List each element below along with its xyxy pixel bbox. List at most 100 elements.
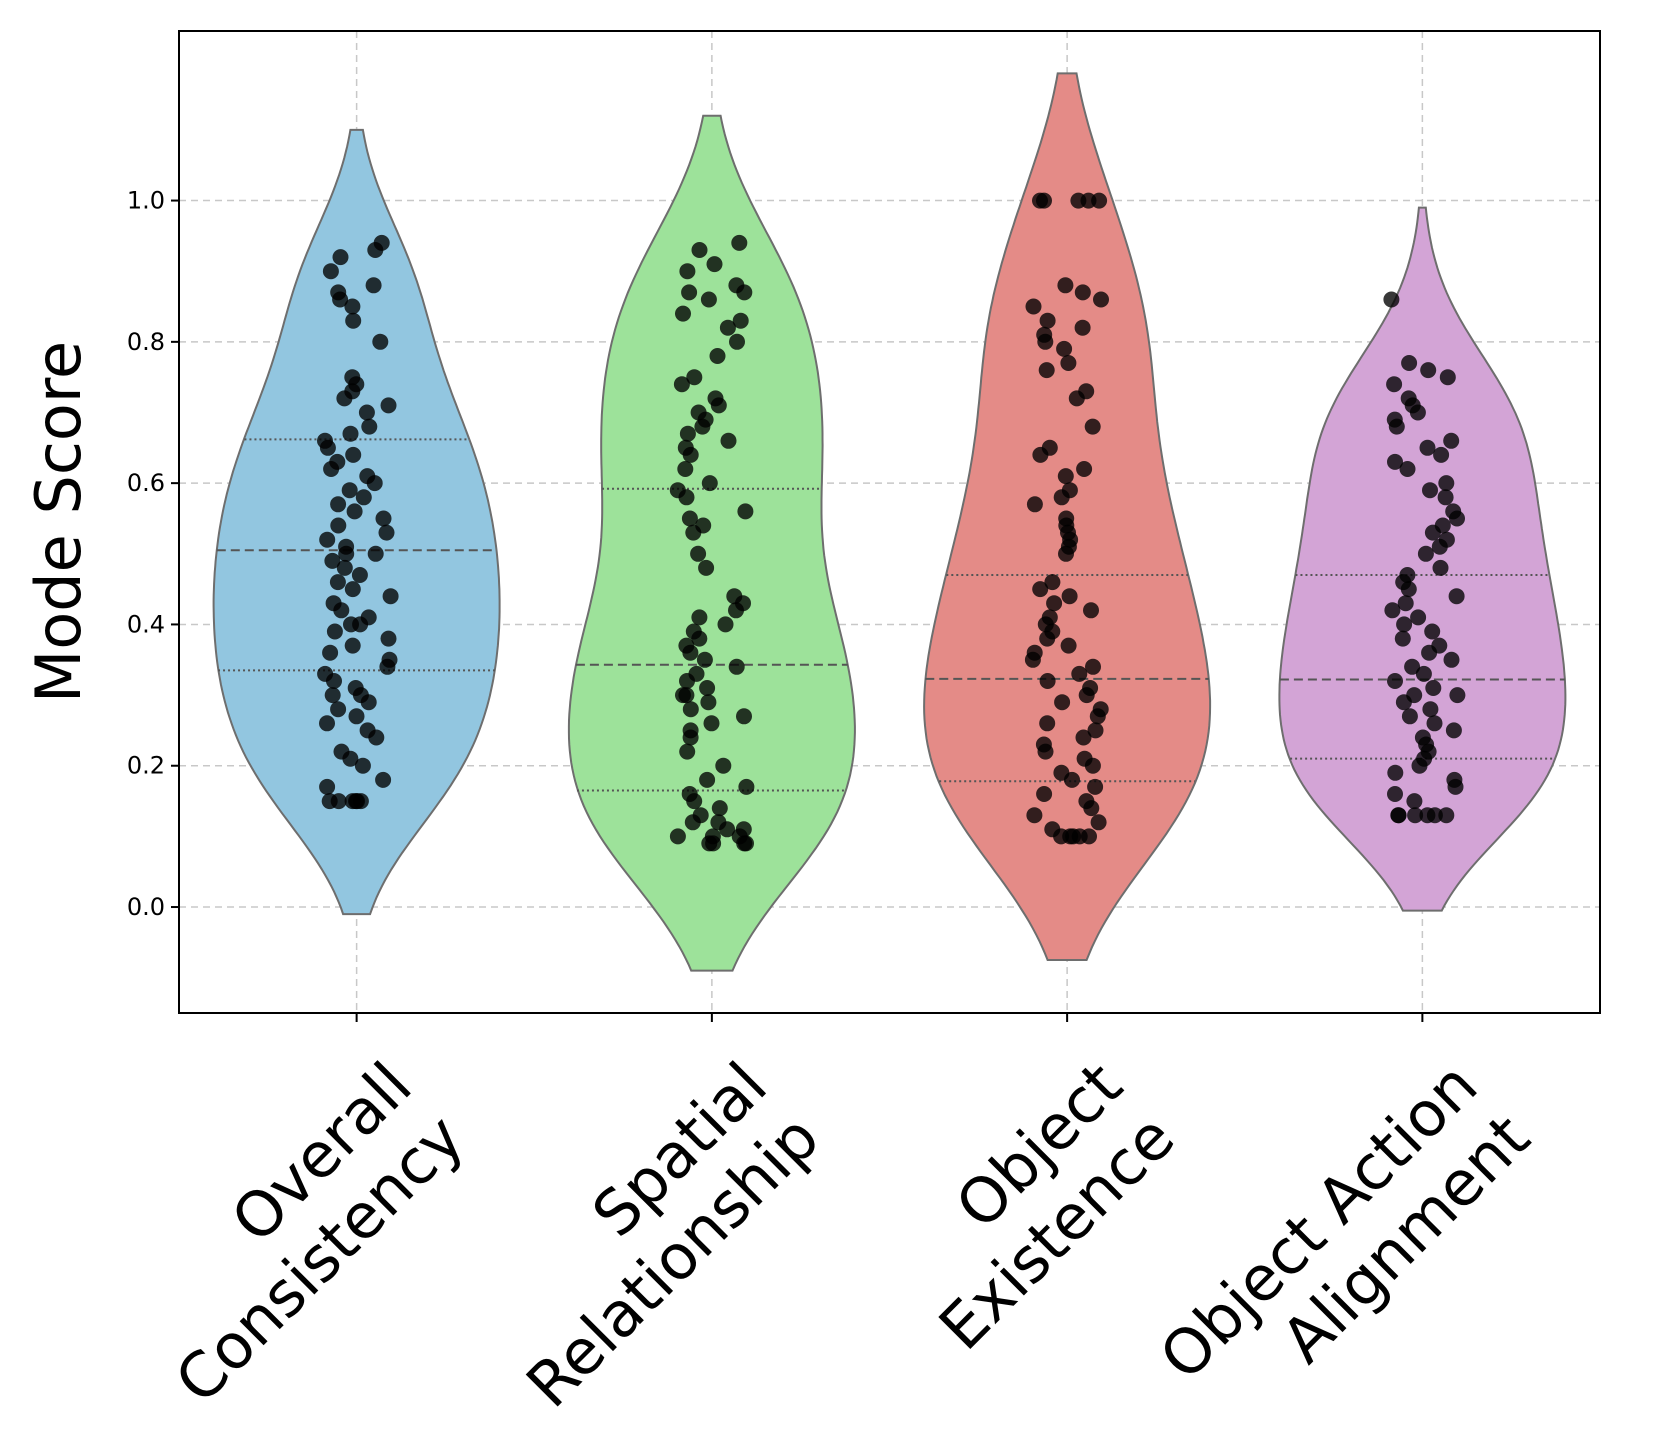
data-point <box>732 312 749 329</box>
data-point <box>375 771 392 788</box>
data-point <box>710 814 727 831</box>
data-point <box>349 793 366 810</box>
data-point <box>359 722 376 739</box>
data-point <box>711 800 728 817</box>
data-point <box>1424 623 1441 640</box>
data-point <box>1387 453 1403 470</box>
data-point <box>1417 545 1434 562</box>
data-point <box>382 588 399 605</box>
data-point <box>691 609 708 626</box>
data-point <box>358 404 375 421</box>
data-point <box>681 284 698 301</box>
data-point <box>678 637 695 654</box>
data-point <box>1401 708 1418 725</box>
data-point <box>330 517 347 534</box>
data-point <box>324 687 341 704</box>
data-point <box>1074 319 1091 336</box>
data-point <box>677 461 694 477</box>
data-point <box>679 425 696 442</box>
data-point <box>1057 277 1074 294</box>
data-point <box>317 665 334 682</box>
data-point <box>348 708 365 725</box>
data-point <box>1092 701 1109 718</box>
data-point <box>1041 609 1058 626</box>
data-point <box>1390 807 1407 824</box>
data-point <box>688 665 705 682</box>
data-point <box>681 786 698 802</box>
data-point <box>1036 786 1053 802</box>
data-point <box>1401 355 1418 371</box>
data-point <box>669 482 686 499</box>
data-point <box>1075 729 1092 746</box>
data-point <box>698 559 715 576</box>
data-point <box>1419 439 1436 456</box>
data-point <box>726 588 743 605</box>
data-point <box>319 778 336 795</box>
data-point <box>1026 644 1043 661</box>
data-point <box>319 715 335 732</box>
data-point <box>1071 665 1088 682</box>
data-point <box>1387 673 1403 689</box>
data-point <box>1061 482 1078 499</box>
data-point <box>675 687 691 704</box>
data-point <box>729 333 745 350</box>
point-layer <box>317 192 1466 852</box>
data-point <box>1397 595 1414 612</box>
data-point <box>341 482 358 499</box>
data-point <box>317 432 333 449</box>
x-category-label: SpatialRelationship <box>460 1048 833 1421</box>
data-point <box>333 743 350 760</box>
data-point <box>1387 764 1404 781</box>
data-point <box>1032 581 1049 598</box>
data-point <box>1404 658 1421 675</box>
data-point <box>1437 489 1454 506</box>
data-point <box>344 581 361 598</box>
y-axis-label: Mode Score <box>22 341 95 703</box>
data-point <box>361 418 378 435</box>
data-point <box>367 545 384 562</box>
data-point <box>709 348 726 364</box>
data-point <box>679 263 696 280</box>
data-point <box>700 694 717 711</box>
tick-layer: 0.0 0.2 0.4 0.6 0.8 1.0 <box>127 187 1424 1022</box>
data-point <box>336 559 353 576</box>
data-point <box>1026 807 1043 824</box>
data-point <box>685 623 702 640</box>
data-point <box>360 609 377 626</box>
data-point <box>1046 595 1063 612</box>
data-point <box>1087 778 1104 795</box>
data-point <box>329 453 346 470</box>
x-category-label: ObjectExistence <box>873 1048 1189 1364</box>
data-point <box>1076 461 1093 477</box>
data-point <box>720 432 737 449</box>
data-point <box>1445 722 1462 739</box>
data-point <box>736 708 752 725</box>
data-point <box>375 510 392 527</box>
data-point <box>1433 446 1450 463</box>
data-point <box>345 446 362 463</box>
data-point <box>1438 807 1455 824</box>
data-point <box>1414 729 1431 746</box>
data-point <box>1386 376 1403 393</box>
data-point <box>329 574 346 591</box>
data-point <box>324 552 341 569</box>
data-point <box>1415 665 1432 682</box>
data-point <box>330 284 347 301</box>
data-point <box>673 376 690 393</box>
data-point <box>344 369 361 386</box>
violin-body <box>567 114 856 972</box>
category-label-layer: OverallConsistency SpatialRelationship Obj… <box>161 1048 1543 1421</box>
data-point <box>1085 658 1101 675</box>
data-point <box>332 249 349 266</box>
data-point <box>380 630 397 647</box>
data-point <box>1422 482 1438 499</box>
data-point <box>731 234 748 251</box>
data-point <box>1426 807 1443 824</box>
data-point <box>1065 828 1082 845</box>
y-tick-label: 0.2 <box>127 752 165 780</box>
data-point <box>1384 602 1401 619</box>
data-point <box>355 489 372 506</box>
y-tick-label: 0.0 <box>127 893 165 921</box>
data-point <box>1420 362 1437 379</box>
data-point <box>1060 637 1077 654</box>
